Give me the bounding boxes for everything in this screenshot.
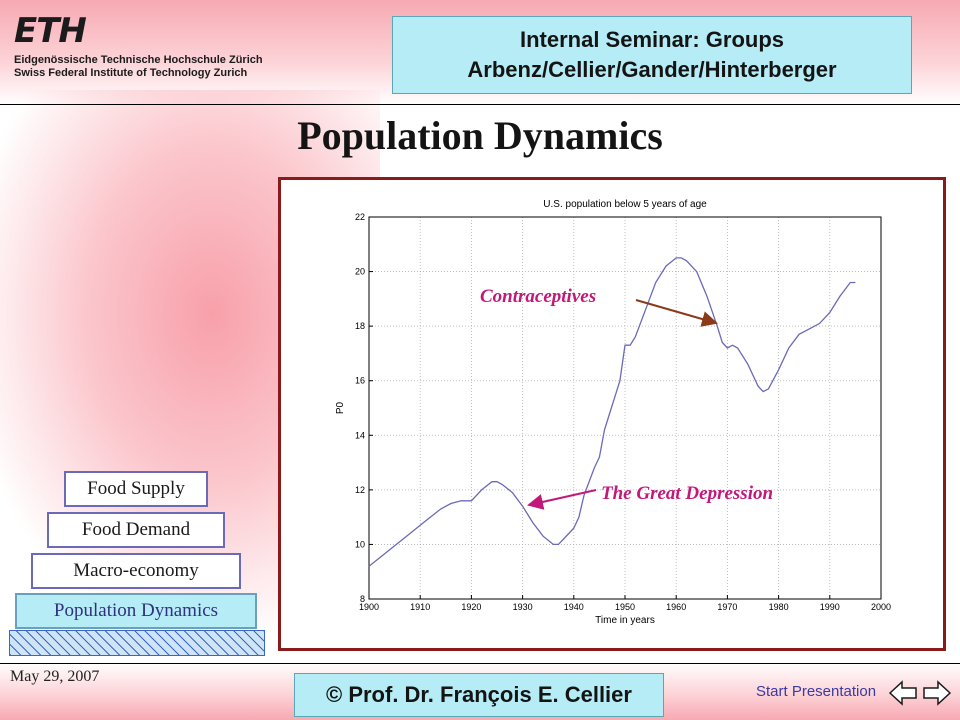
x-tick-label: 1960 xyxy=(666,602,686,612)
chart-frame: 1900 1910 1920 1930 1940 1950 1960 1970 1980 1990… xyxy=(278,177,946,651)
annotation-contraceptives: Contraceptives xyxy=(480,286,597,307)
x-tick-label: 1970 xyxy=(717,602,737,612)
population-chart: 1900 1910 1920 1930 1940 1950 1960 1970 1980 1990… xyxy=(335,199,891,626)
x-tick-label: 1990 xyxy=(820,602,840,612)
y-tick-label: 18 xyxy=(355,321,365,331)
contraceptives-arrow xyxy=(635,299,718,327)
nav-arrows xyxy=(888,680,952,706)
y-tick-label: 12 xyxy=(355,485,365,495)
left-arrow-icon[interactable] xyxy=(888,680,917,706)
y-tick-label: 8 xyxy=(360,594,365,604)
seminar-line2: Arbenz/Cellier/Gander/Hinterberger xyxy=(467,57,837,82)
y-tick-label: 16 xyxy=(355,376,365,386)
stack-population-dynamics[interactable]: Population Dynamics xyxy=(15,593,257,629)
eth-logo: ETH Eidgenössische Technische Hochschule… xyxy=(14,14,263,80)
depression-arrow xyxy=(527,489,597,510)
y-tick-label: 22 xyxy=(355,212,365,222)
eth-logo-line1: Eidgenössische Technische Hochschule Zür… xyxy=(14,54,263,66)
x-tick-label: 1910 xyxy=(410,602,430,612)
x-tick-label: 1980 xyxy=(769,602,789,612)
copyright-box: © Prof. Dr. François E. Cellier xyxy=(294,673,664,717)
x-tick-label: 1940 xyxy=(564,602,584,612)
stack-food-supply[interactable]: Food Supply xyxy=(64,471,208,507)
start-presentation-link[interactable]: Start Presentation xyxy=(756,683,877,700)
x-tick-label: 2000 xyxy=(871,602,891,612)
x-tick-label: 1930 xyxy=(513,602,533,612)
chart-title: U.S. population below 5 years of age xyxy=(543,199,707,210)
stack-base-hatch xyxy=(9,630,265,656)
x-tick-label: 1950 xyxy=(615,602,635,612)
eth-logo-mark: ETH xyxy=(14,11,87,51)
eth-logo-line2: Swiss Federal Institute of Technology Zu… xyxy=(14,67,248,79)
right-arrow-icon[interactable] xyxy=(923,680,952,706)
x-axis-label: Time in years xyxy=(595,615,655,626)
y-tick-label: 20 xyxy=(355,267,365,277)
stack-macro-economy[interactable]: Macro-economy xyxy=(31,553,241,589)
x-tick-label: 1920 xyxy=(461,602,481,612)
seminar-line1: Internal Seminar: Groups xyxy=(519,27,785,52)
stack-food-demand[interactable]: Food Demand xyxy=(47,512,225,548)
seminar-title-box: Internal Seminar: Groups Arbenz/Cellier/… xyxy=(392,16,912,94)
page-title: Population Dynamics xyxy=(297,113,663,158)
header-divider xyxy=(0,104,960,105)
y-tick-label: 10 xyxy=(355,539,365,549)
y-tick-label: 14 xyxy=(355,430,365,440)
y-axis-label: P0 xyxy=(335,401,346,414)
annotation-great-depression: The Great Depression xyxy=(601,483,774,504)
population-series-line xyxy=(368,257,856,567)
x-tick-label: 1900 xyxy=(359,602,379,612)
footer-date: May 29, 2007 xyxy=(10,668,100,685)
footer-divider xyxy=(0,663,960,664)
